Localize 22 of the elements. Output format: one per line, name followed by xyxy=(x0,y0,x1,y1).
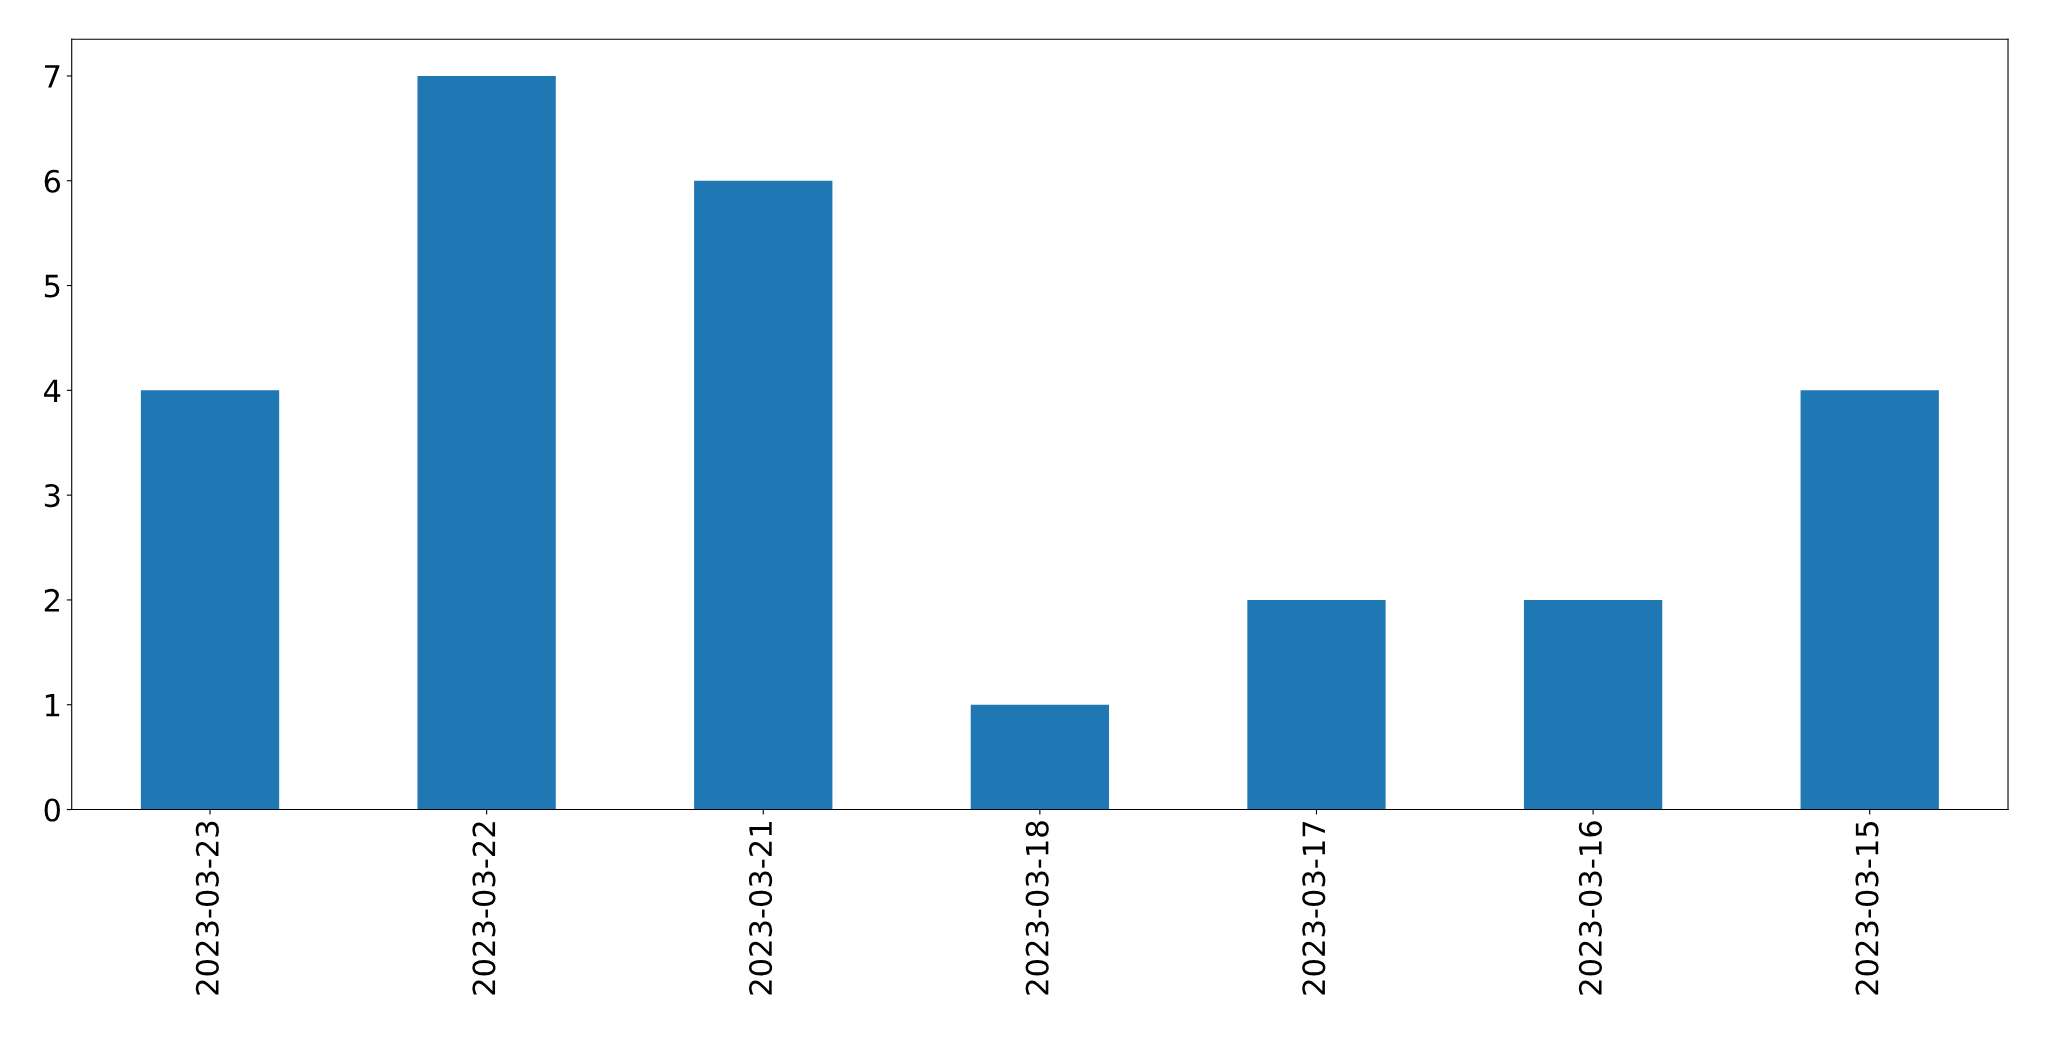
y-tick-label: 1 xyxy=(45,694,60,717)
x-tick-label: 2023-03-21 xyxy=(749,822,773,995)
y-tick-label: 7 xyxy=(45,65,60,88)
bar xyxy=(970,704,1110,810)
x-tick-label: 2023-03-22 xyxy=(472,822,496,995)
y-tick-label: 3 xyxy=(44,484,60,508)
x-tick-label: 2023-03-17 xyxy=(1302,821,1326,995)
y-tick-label: 4 xyxy=(44,379,61,402)
bar xyxy=(694,180,833,810)
bar xyxy=(1247,599,1386,810)
y-tick-label: 6 xyxy=(44,169,61,193)
y-tick-label: 0 xyxy=(44,798,60,822)
x-tick-label: 2023-03-18 xyxy=(1025,821,1049,995)
x-tick-label: 2023-03-16 xyxy=(1578,821,1602,995)
bar xyxy=(1800,390,1939,810)
y-tick-label: 2 xyxy=(44,588,59,612)
y-tick-label: 5 xyxy=(44,274,60,298)
bar xyxy=(417,75,556,810)
x-tick-label: 2023-03-15 xyxy=(1855,821,1879,995)
bar xyxy=(140,390,280,810)
x-tick-label: 2023-03-23 xyxy=(195,821,219,995)
bar xyxy=(1523,599,1663,810)
